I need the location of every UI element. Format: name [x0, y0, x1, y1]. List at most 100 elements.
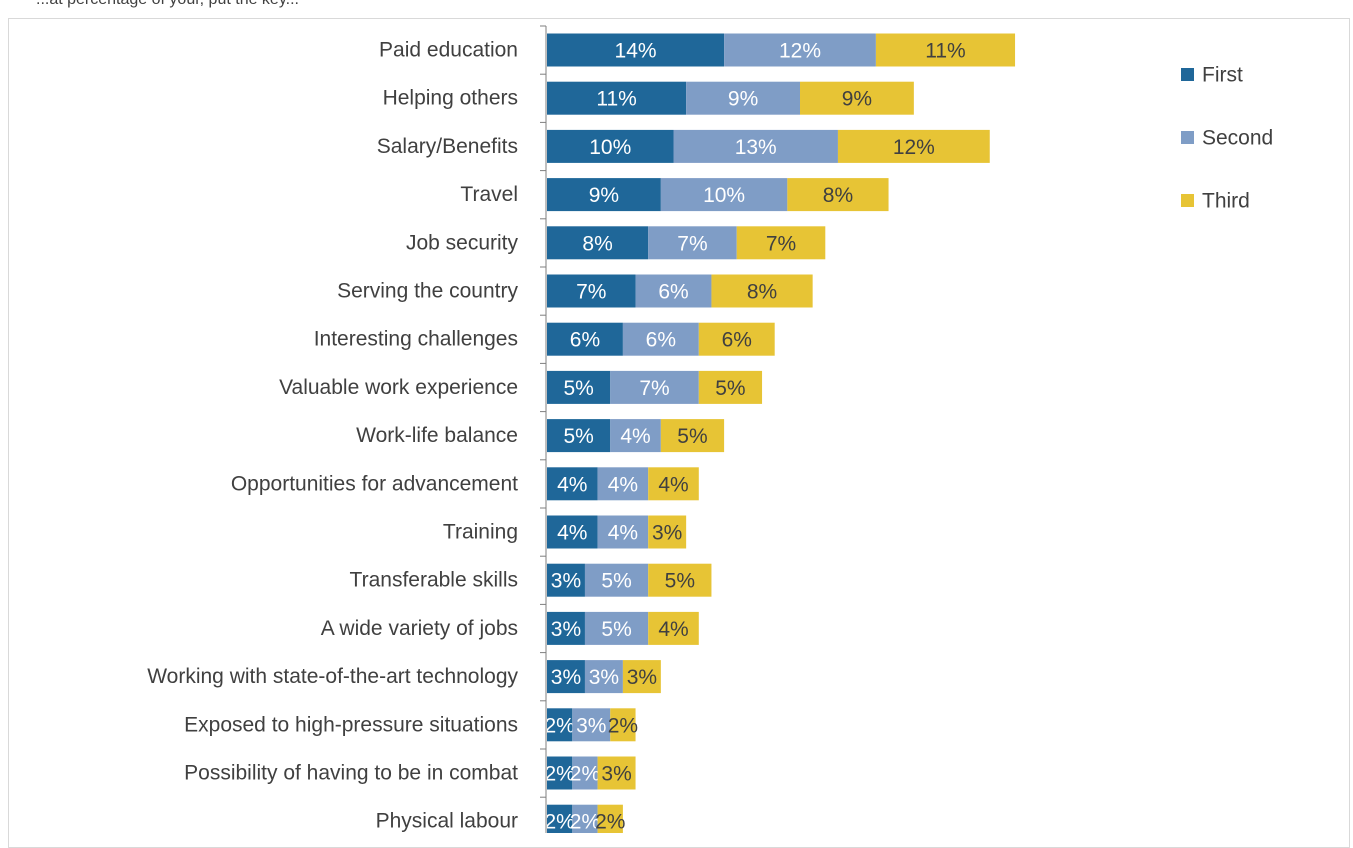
- bar-segment-second: [584, 660, 623, 694]
- data-label-second: 6%: [646, 329, 676, 352]
- bar-segment-third: [698, 322, 775, 356]
- legend-swatch-third: [1181, 194, 1194, 207]
- data-label-first: 2%: [544, 763, 574, 786]
- bar-segment-second: [724, 33, 876, 67]
- legend-swatch-second: [1181, 131, 1194, 144]
- data-label-third: 5%: [665, 570, 695, 593]
- data-label-second: 4%: [608, 522, 638, 545]
- bar-segment-third: [660, 419, 725, 453]
- bar-segment-third: [597, 804, 623, 833]
- category-label: Job security: [406, 231, 519, 254]
- bar-segment-second: [610, 419, 661, 453]
- data-label-first: 5%: [563, 425, 593, 448]
- bar-segment-first: [547, 563, 585, 597]
- category-label: Exposed to high-pressure situations: [184, 713, 518, 736]
- bar-segment-second: [660, 178, 788, 212]
- data-label-third: 3%: [627, 666, 657, 689]
- category-label: Interesting challenges: [314, 328, 518, 351]
- data-label-second: 7%: [677, 232, 707, 255]
- bar-segment-second: [635, 274, 712, 308]
- bar-segment-first: [547, 660, 585, 694]
- bar-segment-first: [547, 370, 611, 404]
- bar-segment-second: [673, 129, 838, 163]
- bar-segment-first: [547, 129, 674, 163]
- data-label-first: 11%: [596, 88, 636, 111]
- bar-segment-first: [547, 322, 623, 356]
- data-label-first: 4%: [557, 473, 587, 496]
- data-label-second: 10%: [703, 184, 745, 207]
- category-label: A wide variety of jobs: [321, 617, 518, 640]
- bar-segment-first: [547, 81, 687, 115]
- bar-segment-third: [875, 33, 1016, 67]
- data-label-second: 4%: [608, 473, 638, 496]
- data-label-first: 3%: [551, 618, 581, 641]
- bar-segment-third: [800, 81, 914, 115]
- legend-swatch-first: [1181, 68, 1194, 81]
- category-label: Working with state-of-the-art technology: [147, 665, 518, 688]
- data-label-third: 3%: [601, 763, 631, 786]
- bar-segment-third: [736, 226, 826, 260]
- bar-segment-first: [547, 226, 649, 260]
- data-label-first: 14%: [615, 40, 657, 63]
- bar-segment-first: [547, 274, 636, 308]
- bar-segment-third: [648, 611, 699, 645]
- category-label: Paid education: [379, 39, 518, 62]
- bar-segment-second: [597, 467, 649, 501]
- bar-segment-second: [572, 804, 598, 833]
- bar-segment-first: [547, 708, 573, 742]
- data-label-second: 6%: [658, 281, 688, 304]
- data-label-first: 7%: [576, 281, 606, 304]
- category-label: Physical labour: [376, 810, 518, 833]
- data-label-second: 5%: [601, 618, 631, 641]
- data-label-third: 7%: [766, 232, 796, 255]
- data-label-first: 4%: [557, 522, 587, 545]
- bar-segment-third: [837, 129, 990, 163]
- data-label-first: 2%: [544, 811, 574, 833]
- bar-segment-first: [547, 419, 611, 453]
- data-label-third: 8%: [747, 281, 777, 304]
- bar-segment-third: [648, 563, 712, 597]
- bar-segment-third: [597, 756, 636, 790]
- y-axis: [540, 25, 547, 833]
- bar-segment-second: [584, 611, 649, 645]
- bar-segment-first: [547, 33, 725, 67]
- bar-segment-first: [547, 178, 661, 212]
- bar-segment-second: [648, 226, 737, 260]
- category-label: Work-life balance: [356, 424, 518, 447]
- bar-segment-first: [547, 756, 573, 790]
- bar-segment-third: [648, 467, 699, 501]
- category-label: Travel: [460, 183, 518, 206]
- bar-segment-third: [711, 274, 813, 308]
- bar-segment-first: [547, 804, 573, 833]
- data-label-third: 2%: [608, 714, 638, 737]
- data-label-second: 7%: [639, 377, 669, 400]
- bar-segment-third: [787, 178, 889, 212]
- category-label: Salary/Benefits: [377, 135, 518, 158]
- data-label-second: 2%: [570, 811, 600, 833]
- data-label-first: 5%: [563, 377, 593, 400]
- bar-segment-third: [610, 708, 636, 742]
- cropped-header-span: ...at percentage of your, put the key...: [36, 0, 299, 8]
- category-label: Transferable skills: [350, 569, 518, 592]
- data-label-first: 6%: [570, 329, 600, 352]
- data-label-third: 4%: [658, 473, 688, 496]
- legend-label-first: First: [1202, 64, 1243, 87]
- data-label-second: 9%: [728, 88, 758, 111]
- data-label-third: 12%: [893, 136, 935, 159]
- data-label-second: 12%: [779, 40, 821, 63]
- category-label: Opportunities for advancement: [231, 472, 518, 495]
- bar-segment-second: [597, 515, 649, 549]
- data-label-third: 9%: [842, 88, 872, 111]
- bar-segment-second: [572, 708, 611, 742]
- data-label-first: 8%: [582, 232, 612, 255]
- data-label-second: 4%: [620, 425, 650, 448]
- category-label: Possibility of having to be in combat: [184, 762, 518, 785]
- data-label-second: 2%: [570, 763, 600, 786]
- data-label-second: 13%: [735, 136, 777, 159]
- data-label-second: 3%: [589, 666, 619, 689]
- data-label-third: 11%: [925, 40, 965, 63]
- bar-segment-third: [648, 515, 687, 549]
- category-label: Training: [443, 521, 518, 544]
- bars-group: 14% 12% 11% 11% 9% 9% 10% 13% 12% 9% 10% 8% 8% 7% 7% 7%…: [544, 33, 1016, 833]
- data-label-third: 2%: [595, 811, 625, 833]
